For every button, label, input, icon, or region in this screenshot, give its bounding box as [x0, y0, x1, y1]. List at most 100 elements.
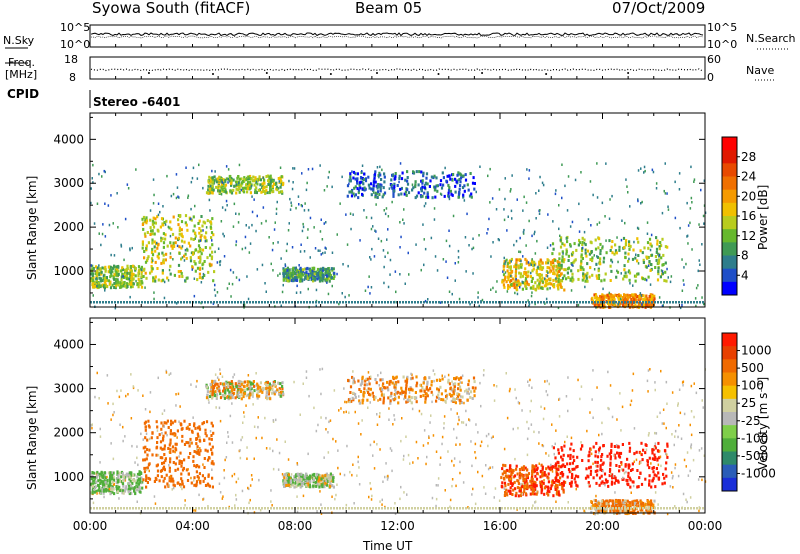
velocity-cell — [194, 426, 197, 430]
power-ground-cell — [522, 301, 524, 304]
power-cell — [166, 174, 168, 178]
power-colorbar-swatch — [722, 189, 737, 204]
velocity-cell — [296, 478, 299, 482]
velocity-cell — [661, 482, 664, 486]
power-cell — [421, 185, 424, 189]
power-ground-cell — [462, 301, 464, 304]
power-cell — [689, 221, 691, 225]
velocity-cell — [639, 471, 642, 475]
velocity-cell — [122, 475, 125, 479]
power-cell — [301, 269, 305, 273]
power-cell — [406, 182, 410, 186]
velocity-cell — [366, 398, 369, 402]
power-cell — [246, 187, 249, 191]
power-cell — [477, 291, 479, 294]
velocity-cell — [312, 484, 315, 488]
velocity-cell — [529, 485, 532, 489]
power-cell — [212, 188, 215, 192]
power-ground-cell — [300, 301, 302, 304]
velocity-cell — [246, 387, 249, 391]
velocity-cell — [207, 473, 210, 477]
power-cell — [545, 261, 548, 265]
velocity-cell — [328, 474, 331, 478]
power-cell — [561, 242, 564, 246]
power-cell — [290, 201, 292, 204]
velocity-cell — [415, 384, 418, 388]
power-cell — [393, 187, 396, 190]
power-ground-cell — [183, 301, 185, 304]
velocity-cell — [589, 469, 593, 473]
power-cell — [534, 288, 538, 292]
power-cell — [179, 214, 182, 217]
velocity-cell — [227, 395, 230, 399]
power-cell — [570, 269, 573, 273]
power-cell — [249, 186, 252, 190]
power-cell — [113, 273, 116, 277]
power-cell — [578, 238, 581, 242]
power-cell — [581, 236, 584, 240]
power-cell — [633, 296, 636, 300]
power-cell — [130, 278, 133, 282]
power-cell — [392, 173, 394, 176]
power-cell — [307, 168, 310, 171]
velocity-cell — [389, 401, 392, 405]
velocity-cell — [206, 458, 210, 462]
power-cell — [377, 237, 380, 240]
power-cell — [287, 276, 290, 280]
velocity-cell — [560, 482, 564, 485]
velocity-cell — [601, 480, 604, 484]
power-cell — [223, 255, 226, 258]
power-cell — [609, 295, 612, 299]
velocity-cell — [130, 491, 133, 495]
power-cell — [601, 295, 604, 299]
power-cell — [175, 302, 178, 305]
power-cell — [107, 204, 110, 207]
power-cell — [380, 178, 383, 181]
power-ground-cell — [267, 301, 269, 304]
velocity-cell — [116, 490, 119, 494]
velocity-cell — [546, 491, 549, 495]
velocity-cell — [367, 391, 370, 394]
power-colorbar-swatch — [722, 176, 737, 191]
velocity-cell — [501, 481, 504, 485]
power-cell — [169, 241, 172, 245]
power-cell — [145, 216, 148, 220]
velocity-cell — [510, 473, 513, 477]
power-cell — [162, 205, 164, 208]
velocity-cell — [614, 456, 617, 460]
velocity-cell — [134, 492, 137, 496]
velocity-cell — [437, 390, 440, 394]
power-ground-cell — [363, 301, 365, 304]
power-cell — [650, 298, 653, 302]
velocity-cell — [246, 383, 249, 387]
power-cell — [164, 237, 167, 241]
power-cell — [582, 276, 586, 280]
velocity-cell — [379, 397, 382, 401]
velocity-cell — [228, 390, 231, 394]
power-cell — [520, 259, 522, 263]
velocity-cell — [540, 491, 543, 495]
power-cell — [203, 260, 206, 263]
power-ground-cell — [384, 301, 386, 304]
power-cell — [403, 222, 405, 225]
power-cell — [527, 270, 530, 274]
power-cell — [601, 293, 604, 297]
power-cell — [151, 247, 154, 251]
velocity-cell — [256, 386, 260, 390]
power-cell — [123, 276, 126, 279]
power-cell — [560, 279, 564, 283]
power-cell — [256, 268, 259, 271]
velocity-cell — [613, 481, 616, 485]
power-cell — [380, 239, 383, 243]
power-cell — [282, 274, 285, 278]
power-cell — [178, 245, 181, 249]
power-cell — [640, 202, 642, 205]
power-cell — [561, 258, 564, 262]
velocity-cell — [609, 461, 612, 465]
power-cell — [209, 246, 212, 250]
power-cell — [590, 251, 593, 255]
power-cell — [458, 187, 461, 191]
power-cell — [414, 196, 417, 200]
velocity-cell — [116, 480, 120, 484]
power-cell — [149, 233, 152, 236]
